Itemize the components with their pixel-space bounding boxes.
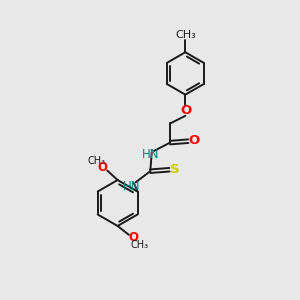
Text: HN: HN (142, 148, 159, 161)
Text: S: S (170, 163, 179, 176)
Text: O: O (180, 104, 191, 117)
Text: CH₃: CH₃ (130, 240, 149, 250)
Text: O: O (97, 161, 107, 174)
Text: CH₃: CH₃ (175, 30, 196, 40)
Text: HN: HN (123, 180, 140, 193)
Text: O: O (188, 134, 199, 147)
Text: O: O (129, 231, 139, 244)
Text: CH₃: CH₃ (88, 156, 106, 166)
